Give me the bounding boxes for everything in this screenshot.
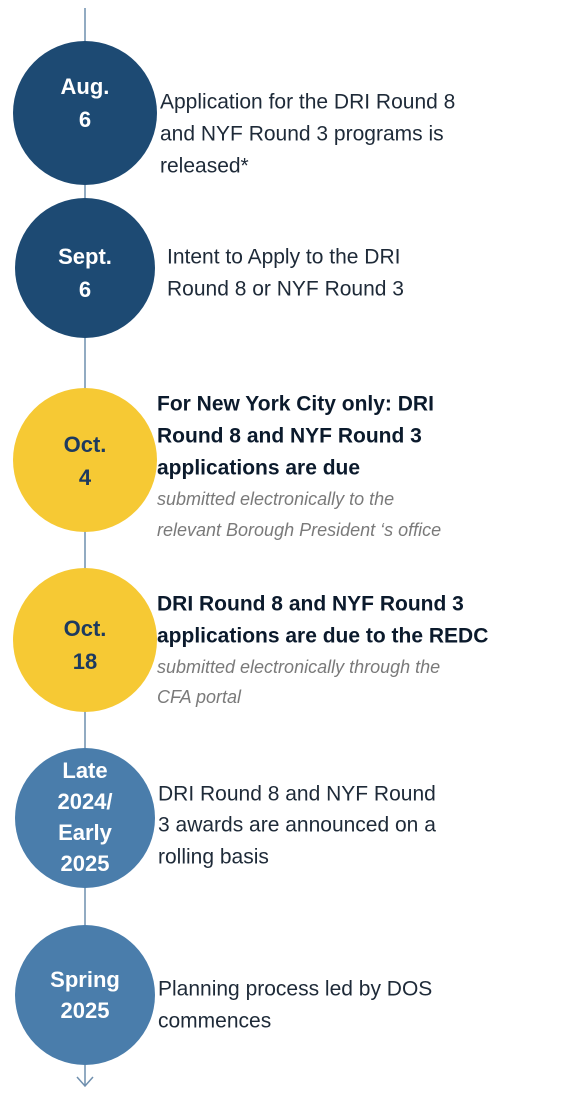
description: rolling basis <box>158 846 269 869</box>
note: CFA portal <box>157 687 242 707</box>
timeline-arrow <box>76 1076 94 1088</box>
note: submitted electronically to the <box>157 489 394 509</box>
heading: applications are due <box>157 457 360 480</box>
date-label: 6 <box>79 277 91 302</box>
description: DRI Round 8 and NYF Round <box>158 783 436 806</box>
date-label: Oct. <box>64 616 107 641</box>
date-label: Spring <box>50 967 120 992</box>
date-circle <box>15 748 155 888</box>
date-circle <box>15 198 155 338</box>
description: commences <box>158 1010 271 1033</box>
description: and NYF Round 3 programs is <box>160 123 444 146</box>
heading: applications are due to the REDC <box>157 625 488 648</box>
date-label: Sept. <box>58 244 112 269</box>
date-circle <box>13 41 157 185</box>
description: released* <box>160 155 249 178</box>
heading: For New York City only: DRI <box>157 393 434 416</box>
description: 3 awards are announced on a <box>158 814 436 837</box>
date-label: Oct. <box>64 432 107 457</box>
note: submitted electronically through the <box>157 657 440 677</box>
date-label: 6 <box>79 107 91 132</box>
description: Planning process led by DOS <box>158 978 432 1001</box>
description: Application for the DRI Round 8 <box>160 91 455 114</box>
heading: DRI Round 8 and NYF Round 3 <box>157 593 464 616</box>
date-label: Aug. <box>61 74 110 99</box>
date-label: 2025 <box>61 998 110 1023</box>
date-circle <box>15 925 155 1065</box>
date-label: 2025 <box>61 851 110 876</box>
date-label: 18 <box>73 649 97 674</box>
date-circle <box>13 568 157 712</box>
date-label: Late <box>62 758 107 783</box>
description: Intent to Apply to the DRI <box>167 246 400 269</box>
heading: Round 8 and NYF Round 3 <box>157 425 422 448</box>
date-circle <box>13 388 157 532</box>
date-label: 4 <box>79 465 92 490</box>
date-label: 2024/ <box>57 789 112 814</box>
description: Round 8 or NYF Round 3 <box>167 278 404 301</box>
note: relevant Borough President ‘s office <box>157 520 441 540</box>
date-label: Early <box>58 820 113 845</box>
